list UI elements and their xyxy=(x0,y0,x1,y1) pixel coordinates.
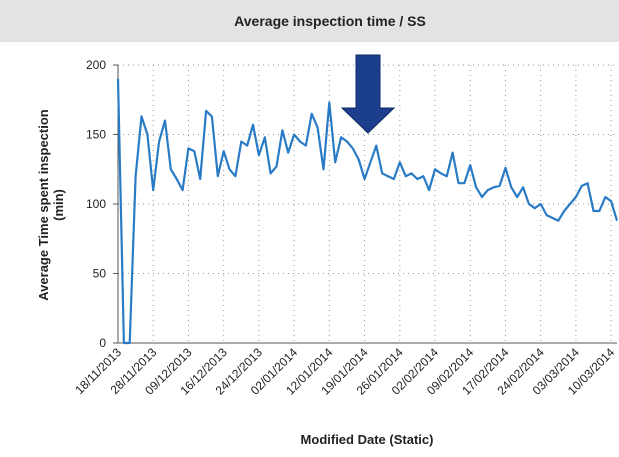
y-tick-label: 0 xyxy=(99,336,106,350)
y-tick-label: 200 xyxy=(86,58,106,72)
y-tick-label: 150 xyxy=(86,128,106,142)
header-bar xyxy=(0,0,619,42)
y-tick-label: 50 xyxy=(93,267,107,281)
y-tick-label: 100 xyxy=(86,197,106,211)
arrow-annotation xyxy=(340,54,396,134)
chart-title: Average inspection time / SS xyxy=(234,13,426,29)
y-axis-title-line: (min) xyxy=(51,189,66,221)
y-axis-title-line: Average Time spent inspection xyxy=(36,109,51,301)
data-line xyxy=(116,78,619,345)
y-axis-title: Average Time spent inspection (min) xyxy=(36,109,66,301)
x-axis-title: Modified Date (Static) xyxy=(301,432,434,447)
